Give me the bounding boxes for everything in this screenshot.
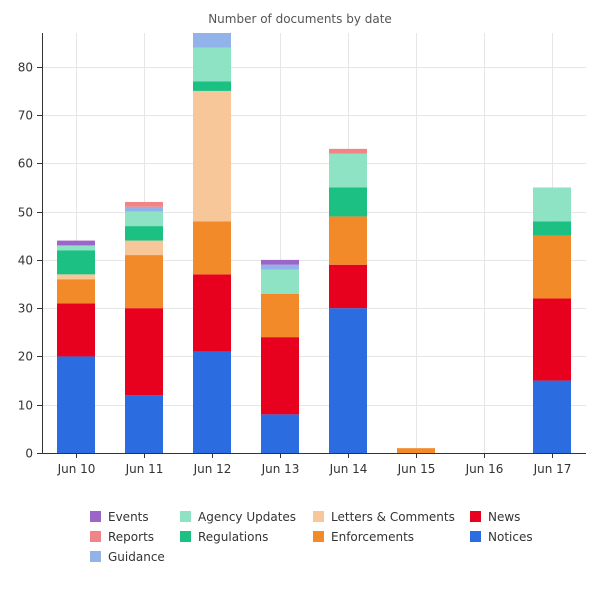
bar-series	[57, 33, 571, 453]
bar-segment-guidance[interactable]	[261, 264, 299, 270]
legend-label: Regulations	[198, 530, 269, 544]
x-tick-label: Jun 14	[329, 462, 368, 476]
legend-swatch	[470, 511, 481, 522]
bar-segment-enforcements[interactable]	[125, 255, 163, 309]
x-tick-label: Jun 11	[125, 462, 164, 476]
y-tick-label: 80	[18, 61, 33, 75]
x-tick-label: Jun 16	[465, 462, 504, 476]
bar-segment-regulations[interactable]	[193, 81, 231, 91]
legend-item[interactable]: News	[470, 510, 520, 524]
axes	[37, 33, 586, 458]
bar-segment-events[interactable]	[57, 240, 95, 246]
legend-item[interactable]: Guidance	[90, 550, 165, 564]
legend-swatch	[313, 531, 324, 542]
bar-segment-news[interactable]	[193, 274, 231, 352]
bar-segment-enforcements[interactable]	[57, 279, 95, 304]
bar-segment-news[interactable]	[533, 298, 571, 381]
y-tick-label: 70	[18, 109, 33, 123]
legend-swatch	[470, 531, 481, 542]
bar-segment-notices[interactable]	[261, 414, 299, 453]
x-tick-label: Jun 15	[397, 462, 436, 476]
chart-title: Number of documents by date	[208, 12, 392, 26]
x-tick-label: Jun 12	[193, 462, 232, 476]
legend-label: Letters & Comments	[331, 510, 455, 524]
y-tick-label: 40	[18, 254, 33, 268]
bar-segment-notices[interactable]	[329, 308, 367, 453]
bar-segment-notices[interactable]	[533, 380, 571, 453]
bar-segment-guidance[interactable]	[125, 206, 163, 212]
legend-label: Notices	[488, 530, 533, 544]
x-tick-label: Jun 13	[261, 462, 300, 476]
bar-segment-reports[interactable]	[125, 201, 163, 207]
legend-item[interactable]: Agency Updates	[180, 510, 296, 524]
legend-swatch	[90, 511, 101, 522]
bar-segment-events[interactable]	[261, 259, 299, 265]
bar-segment-agency-updates[interactable]	[193, 47, 231, 82]
legend-label: Enforcements	[331, 530, 415, 544]
legend-label: Agency Updates	[198, 510, 297, 524]
bar-segment-notices[interactable]	[193, 351, 231, 453]
bar-segment-enforcements[interactable]	[193, 221, 231, 275]
x-tick-label: Jun 17	[533, 462, 572, 476]
legend-label: Guidance	[108, 550, 165, 564]
bar-segment-agency-updates[interactable]	[329, 153, 367, 188]
bar-segment-regulations[interactable]	[533, 221, 571, 236]
legend-item[interactable]: Letters & Comments	[313, 510, 455, 524]
y-tick-label: 10	[18, 399, 33, 413]
bar-segment-notices[interactable]	[125, 395, 163, 453]
legend-label: News	[488, 510, 521, 524]
y-tick-label: 0	[25, 447, 33, 461]
bar-segment-agency-updates[interactable]	[57, 245, 95, 251]
bar-segment-agency-updates[interactable]	[125, 211, 163, 227]
legend-item[interactable]: Events	[90, 510, 149, 524]
bar-segment-enforcements[interactable]	[261, 293, 299, 338]
bar-segment-letters-comments[interactable]	[57, 274, 95, 280]
bar-segment-guidance[interactable]	[193, 33, 231, 48]
bar-segment-regulations[interactable]	[57, 250, 95, 275]
bar-segment-enforcements[interactable]	[329, 216, 367, 265]
bar-segment-regulations[interactable]	[329, 187, 367, 217]
tick-labels: 0 10 20 30 40 50 60 70 80 Jun 10 Jun 11 Jun 12 Jun 1…	[18, 61, 572, 477]
bar-segment-enforcements[interactable]	[397, 448, 435, 453]
legend-label: Events	[108, 510, 149, 524]
legend-item[interactable]: Enforcements	[313, 530, 414, 544]
bar-segment-agency-updates[interactable]	[261, 269, 299, 294]
y-tick-label: 50	[18, 206, 33, 220]
y-tick-label: 20	[18, 350, 33, 364]
legend-item[interactable]: Regulations	[180, 530, 268, 544]
legend-swatch	[90, 551, 101, 562]
bar-segment-regulations[interactable]	[125, 226, 163, 241]
grid-lines	[42, 33, 586, 453]
bar-segment-notices[interactable]	[57, 356, 95, 453]
bar-segment-news[interactable]	[57, 303, 95, 357]
bar-segment-agency-updates[interactable]	[533, 187, 571, 222]
bar-segment-news[interactable]	[125, 308, 163, 396]
bar-segment-enforcements[interactable]	[533, 235, 571, 299]
legend-swatch	[180, 531, 191, 542]
bar-segment-reports[interactable]	[329, 148, 367, 154]
x-tick-label: Jun 10	[57, 462, 96, 476]
bar-segment-letters-comments[interactable]	[193, 90, 231, 222]
legend-swatch	[180, 511, 191, 522]
legend-item[interactable]: Reports	[90, 530, 154, 544]
legend-swatch	[313, 511, 324, 522]
bar-segment-letters-comments[interactable]	[125, 240, 163, 256]
legend-item[interactable]: Notices	[470, 530, 533, 544]
legend-swatch	[90, 531, 101, 542]
y-tick-label: 60	[18, 157, 33, 171]
legend-label: Reports	[108, 530, 155, 544]
bar-segment-news[interactable]	[261, 337, 299, 415]
y-tick-label: 30	[18, 302, 33, 316]
bar-segment-news[interactable]	[329, 264, 367, 309]
